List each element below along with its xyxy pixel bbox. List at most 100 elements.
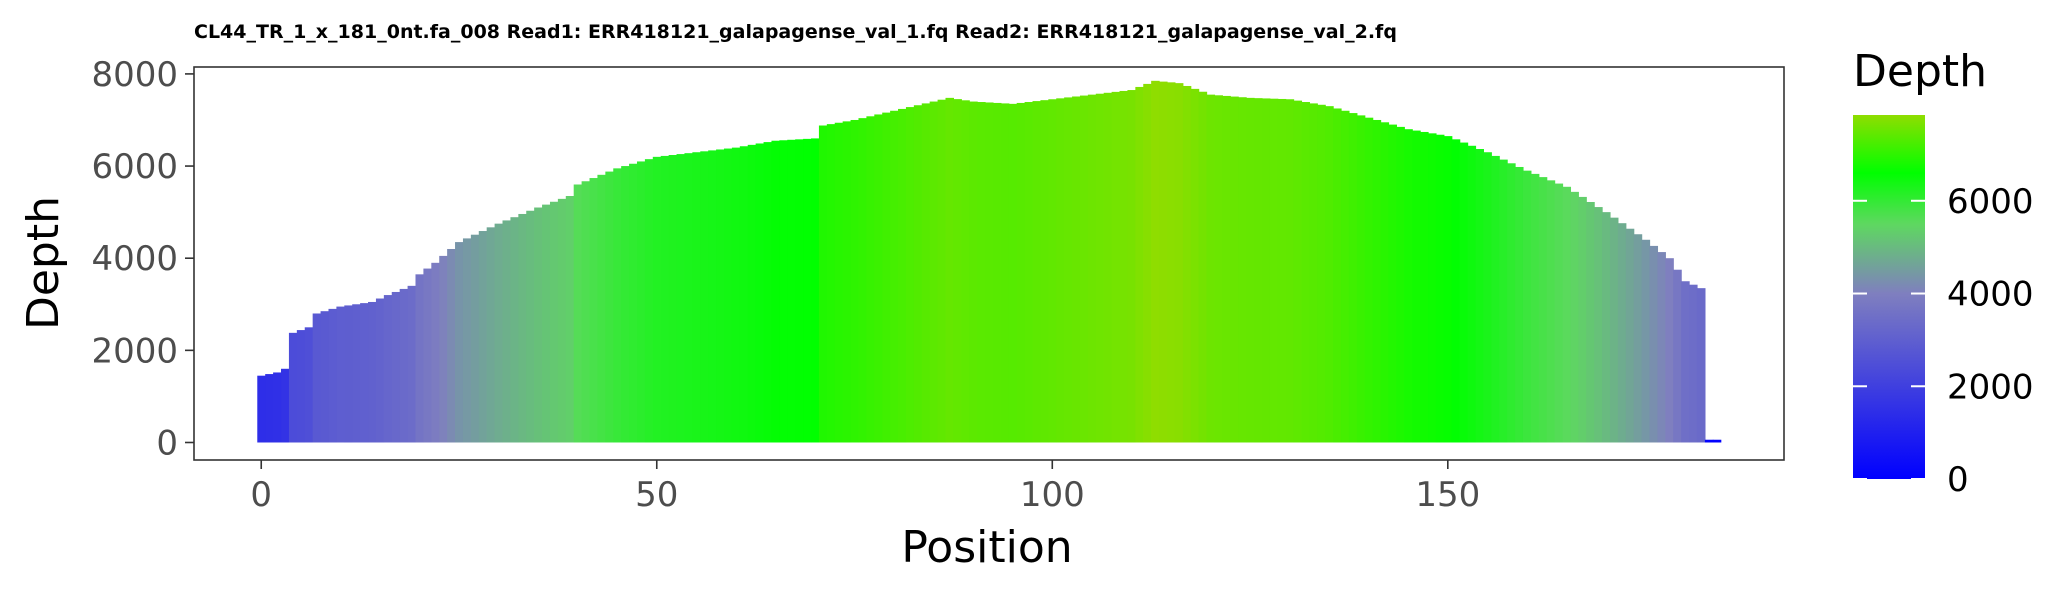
depth-bar bbox=[1206, 94, 1216, 443]
depth-bar bbox=[1269, 98, 1279, 443]
depth-bar bbox=[929, 101, 939, 443]
depth-bar bbox=[1341, 110, 1350, 443]
depth-bar bbox=[368, 301, 377, 443]
depth-bar bbox=[613, 168, 622, 443]
depth-bar bbox=[328, 308, 337, 443]
depth-bar bbox=[985, 102, 994, 443]
depth-bar bbox=[1420, 131, 1429, 443]
depth-bar bbox=[431, 262, 440, 443]
depth-bar bbox=[1491, 155, 1500, 443]
depth-bar bbox=[1127, 90, 1136, 443]
depth-bar bbox=[1222, 95, 1231, 443]
depth-bar bbox=[1435, 134, 1445, 443]
depth-bar bbox=[1562, 186, 1572, 443]
depth-bar bbox=[1522, 170, 1532, 443]
depth-bar bbox=[415, 274, 424, 443]
depth-bar bbox=[1309, 103, 1318, 443]
legend-colorbar bbox=[1853, 115, 1925, 479]
depth-bar bbox=[1388, 124, 1397, 443]
depth-bar bbox=[1348, 113, 1358, 443]
depth-bar bbox=[1238, 97, 1247, 443]
depth-bar bbox=[858, 118, 867, 443]
depth-bar bbox=[1111, 91, 1121, 443]
depth-bar bbox=[652, 156, 662, 443]
depth-bar bbox=[1689, 284, 1698, 443]
depth-bar bbox=[1174, 83, 1184, 443]
depth-bar bbox=[739, 146, 749, 443]
depth-bar bbox=[969, 101, 978, 443]
depth-bar bbox=[1230, 96, 1239, 443]
depth-bar bbox=[1617, 223, 1627, 443]
depth-bar bbox=[526, 210, 535, 443]
depth-bar bbox=[1649, 245, 1659, 443]
depth-bar bbox=[265, 374, 274, 443]
depth-bar bbox=[1586, 201, 1595, 443]
depth-bar bbox=[1673, 269, 1682, 443]
depth-bar bbox=[787, 139, 796, 443]
depth-bar bbox=[803, 138, 812, 443]
depth-bar bbox=[716, 149, 725, 443]
plot-title: CL44_TR_1_x_181_0nt.fa_008 Read1: ERR418… bbox=[194, 21, 1397, 43]
depth-bar bbox=[360, 303, 369, 443]
depth-bar bbox=[1712, 439, 1722, 443]
depth-bar bbox=[826, 124, 836, 443]
depth-bar bbox=[1538, 177, 1548, 443]
depth-bar bbox=[1704, 439, 1714, 443]
depth-bar bbox=[462, 238, 472, 443]
legend-tick-label: 0 bbox=[1947, 460, 1969, 500]
depth-bar bbox=[660, 155, 670, 443]
depth-bar bbox=[1000, 103, 1010, 443]
depth-bar bbox=[581, 181, 591, 443]
depth-bar bbox=[1356, 115, 1366, 443]
depth-bar bbox=[312, 313, 322, 443]
depth-bar bbox=[1364, 117, 1374, 443]
depth-bar bbox=[375, 298, 385, 443]
depth-bar bbox=[1072, 96, 1081, 443]
depth-bar bbox=[1024, 102, 1034, 443]
depth-bar bbox=[1459, 142, 1469, 443]
depth-bar bbox=[1087, 94, 1097, 443]
depth-bar bbox=[502, 220, 512, 443]
depth-bar bbox=[1633, 234, 1643, 443]
depth-bar bbox=[447, 248, 456, 443]
depth-bar bbox=[344, 305, 353, 443]
depth-bar bbox=[1578, 196, 1587, 443]
x-tick-label: 150 bbox=[1415, 475, 1480, 515]
depth-bar bbox=[1151, 80, 1160, 443]
depth-bar bbox=[1119, 90, 1129, 443]
x-tick-label: 100 bbox=[1020, 475, 1085, 515]
depth-bar bbox=[1515, 166, 1524, 443]
depth-bar bbox=[1602, 212, 1611, 443]
depth-bar bbox=[383, 295, 393, 443]
depth-bar bbox=[1095, 93, 1105, 443]
depth-bar bbox=[1190, 88, 1200, 443]
depth-bar bbox=[1467, 145, 1477, 443]
depth-bar bbox=[977, 102, 986, 443]
depth-bar bbox=[1696, 288, 1706, 443]
depth-bar bbox=[1325, 106, 1334, 443]
depth-bar bbox=[1032, 101, 1042, 443]
depth-bar bbox=[1396, 126, 1405, 443]
depth-bar bbox=[1135, 86, 1144, 443]
depth-bar bbox=[629, 163, 638, 443]
depth-bar bbox=[486, 227, 496, 443]
depth-bar bbox=[1641, 239, 1651, 443]
depth-bar bbox=[1570, 191, 1579, 443]
depth-bar bbox=[423, 268, 432, 443]
legend-tick-label: 2000 bbox=[1947, 367, 2034, 407]
depth-bar bbox=[597, 174, 606, 443]
y-tick-label: 8000 bbox=[91, 55, 178, 95]
depth-bar bbox=[700, 151, 709, 443]
legend-tick-label: 6000 bbox=[1947, 182, 2034, 222]
depth-bar bbox=[1064, 97, 1073, 443]
depth-bar bbox=[1016, 102, 1026, 443]
depth-bar bbox=[882, 112, 891, 443]
depth-bar bbox=[692, 152, 701, 443]
depth-bar bbox=[676, 154, 686, 443]
legend-tick-label: 4000 bbox=[1947, 275, 2034, 315]
x-axis-title: Position bbox=[901, 522, 1072, 573]
depth-bar bbox=[953, 99, 962, 443]
depth-bar bbox=[304, 327, 314, 443]
depth-bar bbox=[684, 153, 693, 443]
depth-bar bbox=[1554, 183, 1564, 443]
